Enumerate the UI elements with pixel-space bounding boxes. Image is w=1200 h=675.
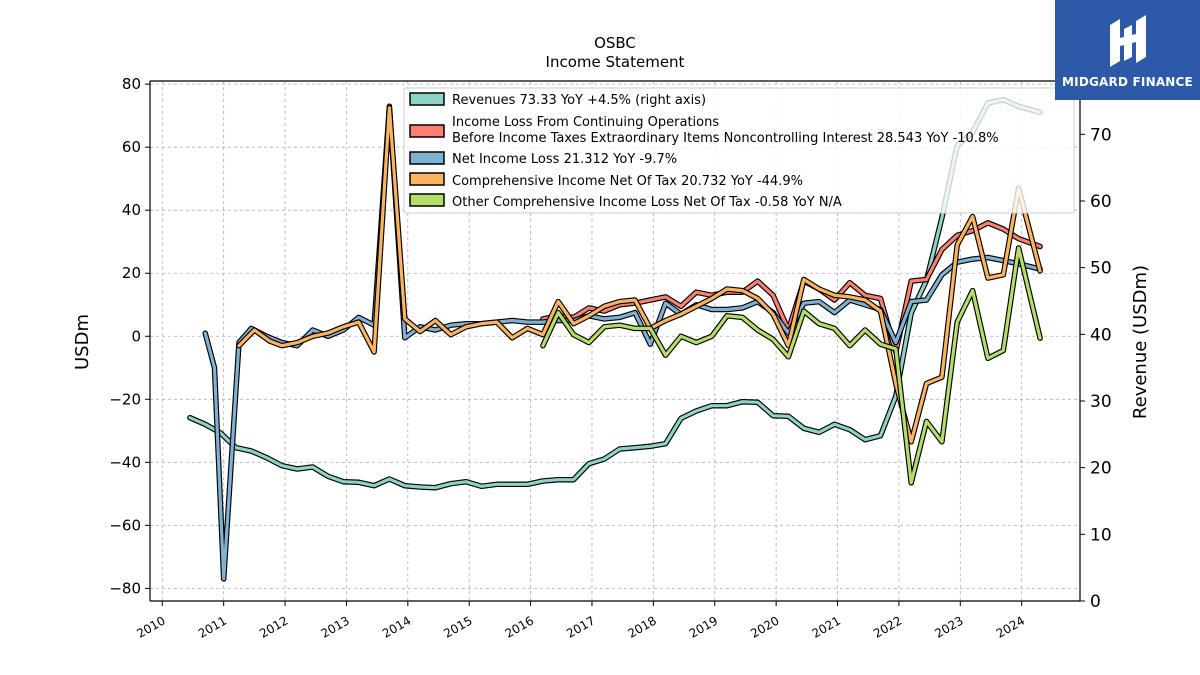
x-tick-label: 2016 <box>503 613 536 640</box>
series-0-line <box>188 98 1042 490</box>
x-tick-label: 2010 <box>134 613 167 640</box>
x-tick-label: 2022 <box>871 613 904 640</box>
x-tick-label: 2013 <box>318 613 351 640</box>
series-lines <box>187 96 1043 582</box>
legend-label-income-loss-line2: Before Income Taxes Extraordinary Items … <box>452 131 999 146</box>
legend-swatch-other-comprehensive <box>409 193 445 207</box>
y-tick-label: 60 <box>122 138 141 156</box>
y2-tick-label: 70 <box>1090 125 1112 145</box>
y-tick-label: 0 <box>131 327 141 345</box>
chart-title: OSBC <box>594 34 636 52</box>
legend: Revenues 73.33 YoY +4.5% (right axis) In… <box>403 87 1075 214</box>
y-tick-label: −40 <box>109 453 141 471</box>
legend-label-net-income: Net Income Loss 21.312 YoY -9.7% <box>452 152 677 167</box>
y-tick-label: 20 <box>122 264 141 282</box>
x-tick-label: 2021 <box>810 613 843 640</box>
y-tick-label: −80 <box>109 579 141 597</box>
y-tick-label: 80 <box>122 75 141 93</box>
x-tick-label: 2023 <box>932 613 965 640</box>
series-2-line <box>203 104 1042 581</box>
legend-swatch-income-loss <box>409 124 445 138</box>
x-tick-label: 2018 <box>625 613 658 640</box>
y2-tick-label: 50 <box>1090 259 1112 279</box>
x-tick-label: 2024 <box>994 613 1027 640</box>
legend-swatch-net-income <box>409 151 445 165</box>
y2-tick-label: 40 <box>1090 325 1112 345</box>
y2-tick-label: 20 <box>1090 459 1112 479</box>
axes: −80 −60 −40 −20 0 20 40 60 80 0 10 20 30 40 50 60 70 2010… <box>109 75 1111 641</box>
x-tick-label: 2019 <box>687 613 720 640</box>
brand-name: MIDGARD FINANCE <box>1062 75 1193 89</box>
x-tick-label: 2014 <box>380 613 413 640</box>
legend-label-other-comprehensive: Other Comprehensive Income Loss Net Of T… <box>452 195 842 210</box>
legend-swatch-comprehensive-income <box>409 172 445 186</box>
chart-subtitle: Income Statement <box>546 53 685 71</box>
y2-tick-label: 30 <box>1090 392 1112 412</box>
x-tick-label: 2012 <box>257 613 290 640</box>
x-tick-label: 2015 <box>441 613 474 640</box>
legend-label-income-loss-line1: Income Loss From Continuing Operations <box>452 115 719 130</box>
y-tick-label: 40 <box>122 201 141 219</box>
legend-box <box>403 87 1075 214</box>
y2-axis-label: Revenue (USDm) <box>1130 265 1151 419</box>
legend-label-comprehensive-income: Comprehensive Income Net Of Tax 20.732 Y… <box>452 174 803 189</box>
x-tick-label: 2011 <box>196 613 229 640</box>
y-axis-label: USDm <box>72 314 93 370</box>
x-tick-label: 2017 <box>564 613 597 640</box>
x-tick-label: 2020 <box>748 613 781 640</box>
logo-mark-icon <box>1109 15 1146 67</box>
y2-tick-label: 10 <box>1090 525 1112 545</box>
y-tick-label: −20 <box>109 390 141 408</box>
series-4-line <box>541 246 1042 485</box>
legend-swatch-revenues <box>409 92 445 106</box>
y-tick-label: −60 <box>109 516 141 534</box>
midgard-finance-logo: MIDGARD FINANCE <box>1055 0 1200 100</box>
y2-tick-label: 60 <box>1090 192 1112 212</box>
legend-label-revenues: Revenues 73.33 YoY +4.5% (right axis) <box>452 93 706 108</box>
y2-tick-label: 0 <box>1090 592 1101 612</box>
